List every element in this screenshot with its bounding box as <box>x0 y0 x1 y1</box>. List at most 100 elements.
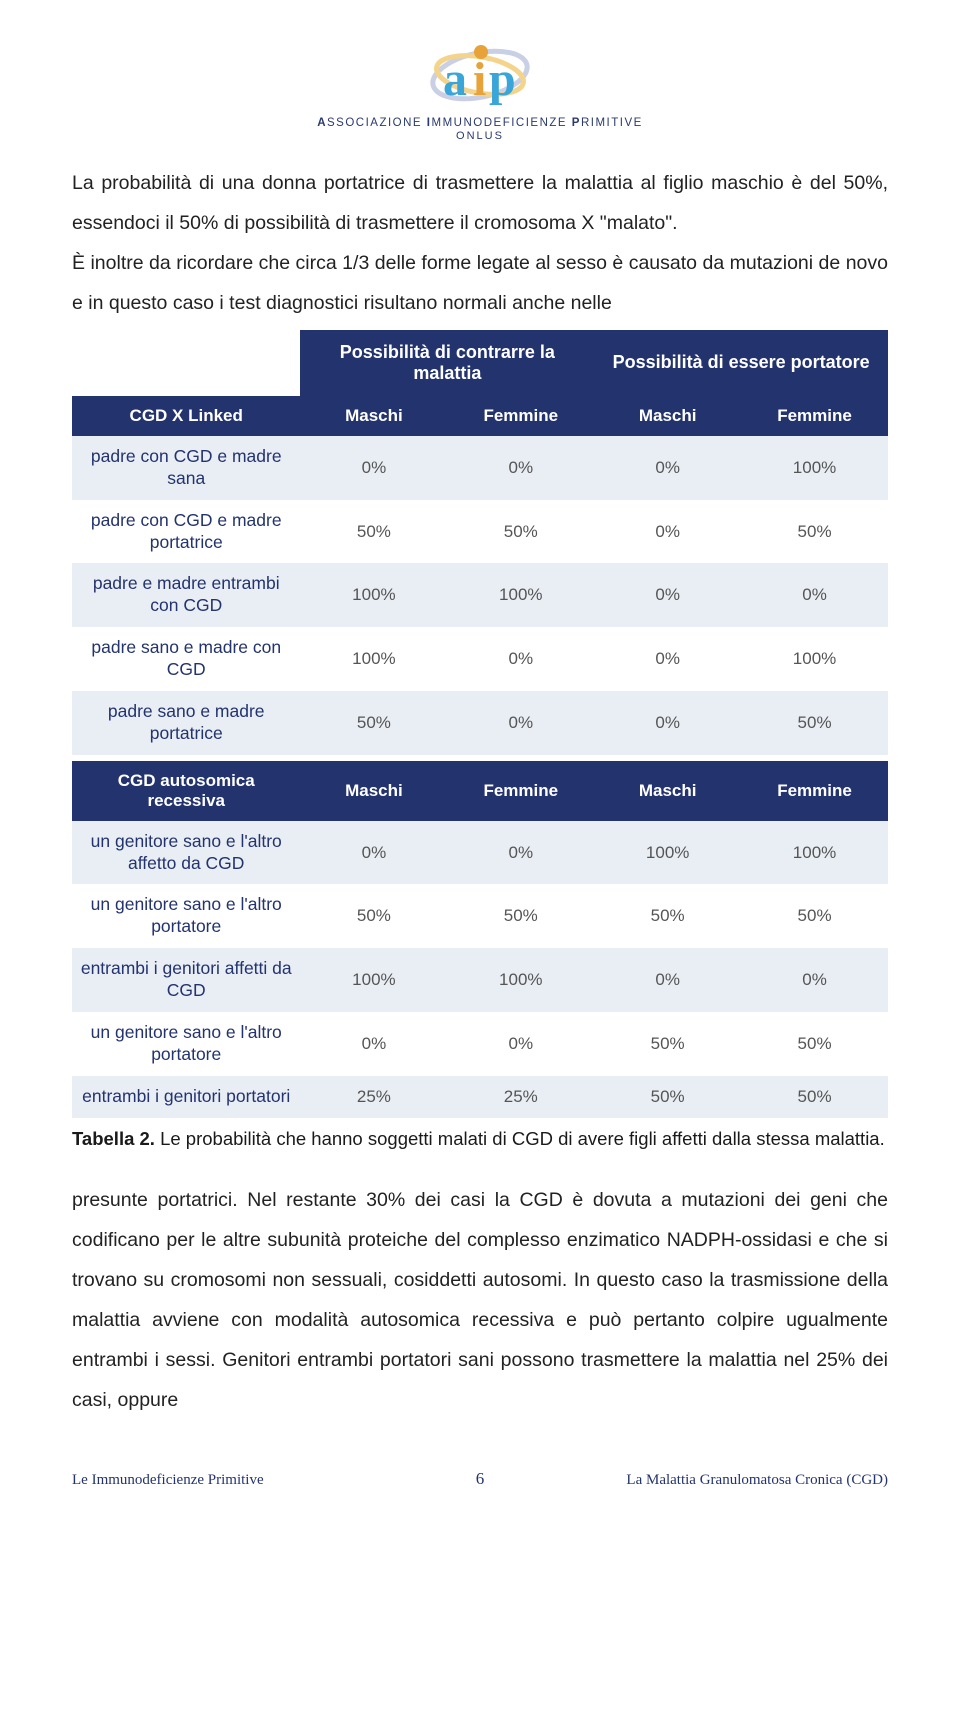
footer-right: La Malattia Granulomatosa Cronica (CGD) <box>484 1472 888 1489</box>
cell-value: 0% <box>447 1012 594 1076</box>
cell-value: 50% <box>447 884 594 948</box>
cell-value: 100% <box>447 948 594 1012</box>
cell-value: 50% <box>741 1076 888 1118</box>
section1-label: CGD X Linked <box>72 396 300 436</box>
cell-value: 100% <box>300 627 447 691</box>
table-row: entrambi i genitori portatori25%25%50%50… <box>72 1076 888 1118</box>
cell-value: 0% <box>594 948 741 1012</box>
table-caption: Tabella 2. Le probabilità che hanno sogg… <box>72 1124 888 1154</box>
cell-value: 100% <box>741 436 888 500</box>
cell-value: 0% <box>300 821 447 885</box>
cell-value: 0% <box>447 627 594 691</box>
cell-value: 50% <box>300 884 447 948</box>
col-h-3: Maschi <box>594 396 741 436</box>
cell-value: 100% <box>447 563 594 627</box>
cell-value: 50% <box>741 884 888 948</box>
row-label: un genitore sano e l'altro portatore <box>72 884 300 948</box>
col2-h-2: Femmine <box>447 761 594 821</box>
after-p: presunte portatrici. Nel restante 30% de… <box>72 1181 888 1421</box>
col-h-4: Femmine <box>741 396 888 436</box>
aip-logo-icon: a i p <box>415 40 545 110</box>
cell-value: 0% <box>594 500 741 564</box>
intro-p1: La probabilità di una donna portatrice d… <box>72 164 888 244</box>
col2-h-3: Maschi <box>594 761 741 821</box>
col-h-2: Femmine <box>447 396 594 436</box>
row-label: padre con CGD e madre sana <box>72 436 300 500</box>
row-label: entrambi i genitori portatori <box>72 1076 300 1118</box>
table-row: entrambi i genitori affetti da CGD100%10… <box>72 948 888 1012</box>
cell-value: 100% <box>741 627 888 691</box>
cell-value: 0% <box>594 563 741 627</box>
table-row: un genitore sano e l'altro portatore0%0%… <box>72 1012 888 1076</box>
table-row: padre sano e madre portatrice50%0%0%50% <box>72 691 888 755</box>
logo-tag-w3: RIMITIVE <box>581 117 643 129</box>
logo-tag-w1: SSOCIAZIONE <box>327 117 427 129</box>
probability-table: Possibilità di contrarre la malattia Pos… <box>72 330 888 1118</box>
row-label: padre sano e madre con CGD <box>72 627 300 691</box>
row-label: entrambi i genitori affetti da CGD <box>72 948 300 1012</box>
logo-tag-p: P <box>572 117 581 129</box>
footer-page: 6 <box>476 1469 485 1489</box>
section2-label: CGD autosomica recessiva <box>72 761 300 821</box>
cell-value: 50% <box>594 1076 741 1118</box>
cell-value: 50% <box>594 1012 741 1076</box>
cell-value: 0% <box>447 436 594 500</box>
cell-value: 50% <box>741 1012 888 1076</box>
logo-tagline: ASSOCIAZIONE IMMUNODEFICIENZE PRIMITIVE <box>72 117 888 129</box>
row-label: un genitore sano e l'altro portatore <box>72 1012 300 1076</box>
page-footer: Le Immunodeficienze Primitive 6 La Malat… <box>72 1469 888 1489</box>
table-row: un genitore sano e l'altro affetto da CG… <box>72 821 888 885</box>
footer-left: Le Immunodeficienze Primitive <box>72 1472 476 1489</box>
cell-value: 0% <box>594 436 741 500</box>
caption-bold: Tabella 2. <box>72 1128 155 1149</box>
row-label: padre con CGD e madre portatrice <box>72 500 300 564</box>
intro-paragraph: La probabilità di una donna portatrice d… <box>72 164 888 324</box>
after-paragraph: presunte portatrici. Nel restante 30% de… <box>72 1181 888 1421</box>
cell-value: 0% <box>300 1012 447 1076</box>
logo-subline: ONLUS <box>72 130 888 142</box>
cell-value: 0% <box>447 821 594 885</box>
empty-corner <box>72 330 300 396</box>
cell-value: 100% <box>741 821 888 885</box>
row-label: padre e madre entrambi con CGD <box>72 563 300 627</box>
cell-value: 50% <box>447 500 594 564</box>
group-header-1: Possibilità di contrarre la malattia <box>300 330 594 396</box>
col2-h-4: Femmine <box>741 761 888 821</box>
cell-value: 0% <box>300 436 447 500</box>
cell-value: 0% <box>741 948 888 1012</box>
table-section1-header: CGD X Linked Maschi Femmine Maschi Femmi… <box>72 396 888 436</box>
row-label: padre sano e madre portatrice <box>72 691 300 755</box>
cell-value: 100% <box>300 948 447 1012</box>
cell-value: 50% <box>300 500 447 564</box>
row-label: un genitore sano e l'altro affetto da CG… <box>72 821 300 885</box>
group-header-2: Possibilità di essere portatore <box>594 330 888 396</box>
cell-value: 100% <box>300 563 447 627</box>
cell-value: 0% <box>447 691 594 755</box>
cell-value: 25% <box>447 1076 594 1118</box>
cell-value: 100% <box>594 821 741 885</box>
table-section2-header: CGD autosomica recessiva Maschi Femmine … <box>72 761 888 821</box>
table-row: padre con CGD e madre portatrice50%50%0%… <box>72 500 888 564</box>
col2-h-1: Maschi <box>300 761 447 821</box>
cell-value: 0% <box>594 627 741 691</box>
table-row: padre sano e madre con CGD100%0%0%100% <box>72 627 888 691</box>
cell-value: 50% <box>741 500 888 564</box>
col-h-1: Maschi <box>300 396 447 436</box>
svg-text:i: i <box>473 53 486 106</box>
cell-value: 25% <box>300 1076 447 1118</box>
logo-tag-w2: MMUNODEFICIENZE <box>432 117 572 129</box>
table-row: padre e madre entrambi con CGD100%100%0%… <box>72 563 888 627</box>
table-row: padre con CGD e madre sana0%0%0%100% <box>72 436 888 500</box>
svg-text:p: p <box>489 53 516 106</box>
table-row: un genitore sano e l'altro portatore50%5… <box>72 884 888 948</box>
cell-value: 0% <box>594 691 741 755</box>
logo-tag-a: A <box>317 117 327 129</box>
cell-value: 50% <box>594 884 741 948</box>
cell-value: 50% <box>300 691 447 755</box>
cell-value: 0% <box>741 563 888 627</box>
caption-rest: Le probabilità che hanno soggetti malati… <box>155 1128 885 1149</box>
cell-value: 50% <box>741 691 888 755</box>
intro-p2: È inoltre da ricordare che circa 1/3 del… <box>72 244 888 324</box>
svg-text:a: a <box>443 53 467 106</box>
table-group-header-row: Possibilità di contrarre la malattia Pos… <box>72 330 888 396</box>
